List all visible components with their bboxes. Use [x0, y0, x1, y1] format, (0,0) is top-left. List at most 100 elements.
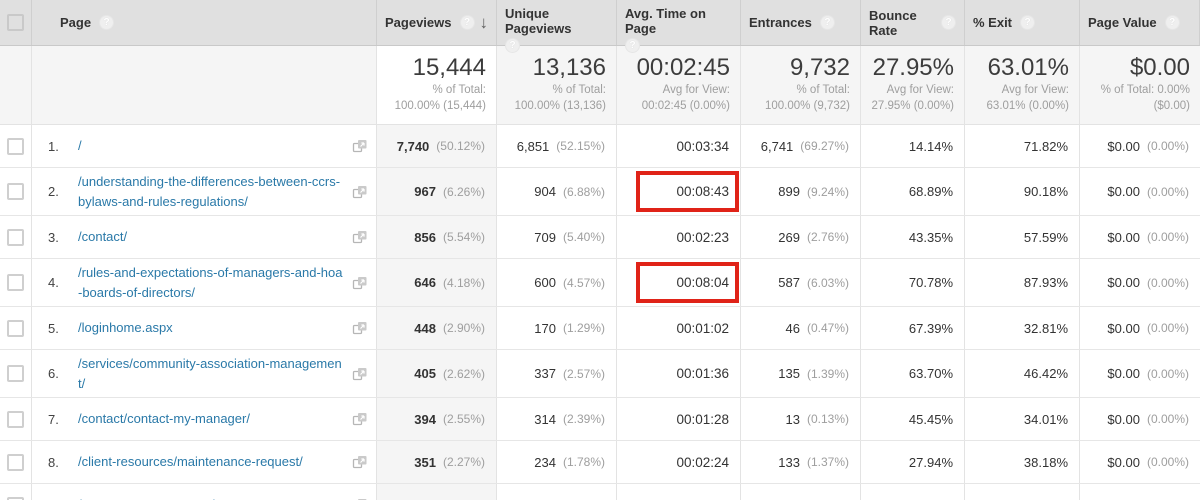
column-header-entrances[interactable]: Entrances ?: [741, 0, 861, 45]
open-in-new-icon[interactable]: [352, 138, 368, 154]
row-checkbox[interactable]: [7, 496, 24, 500]
help-icon[interactable]: ?: [99, 15, 115, 30]
unique-pageviews-cell: 314 (2.39%): [497, 398, 617, 440]
pageviews-percent: (6.26%): [442, 184, 485, 199]
row-checkbox[interactable]: [7, 365, 24, 382]
entrances-cell: 46 (0.47%): [741, 307, 861, 349]
pageviews-percent: (4.18%): [442, 275, 485, 290]
column-header-page[interactable]: Page ?: [32, 0, 377, 45]
avg-time-cell: 00:02:00: [617, 484, 741, 500]
row-checkbox[interactable]: [7, 137, 24, 155]
open-in-new-icon[interactable]: [352, 454, 368, 470]
help-icon[interactable]: ?: [819, 15, 835, 30]
page-link[interactable]: /contact-customer-care/: [78, 495, 346, 500]
page-cell: 9./contact-customer-care/: [32, 484, 377, 500]
table-row: 5. /loginhome.aspx 448 (2.90%) 170 (1.29%) 00:…: [0, 307, 1200, 350]
entrances-cell: 133 (1.37%): [741, 441, 861, 483]
column-header-page-value[interactable]: Page Value ?: [1080, 0, 1200, 45]
open-in-new-icon[interactable]: [352, 366, 368, 382]
row-index: 8.: [48, 454, 59, 470]
column-header-percent-exit[interactable]: % Exit ?: [965, 0, 1080, 45]
page-value-value: $0.00: [1107, 366, 1140, 381]
open-in-new-icon[interactable]: [352, 229, 368, 245]
help-icon[interactable]: ?: [1020, 15, 1036, 30]
page-link[interactable]: /: [78, 138, 82, 154]
bounce-rate-value: 45.45%: [908, 411, 953, 427]
row-index: 1.: [48, 138, 59, 154]
row-index: 6.: [48, 366, 59, 381]
row-checkbox[interactable]: [7, 453, 24, 471]
page-value-value: $0.00: [1107, 411, 1140, 427]
pageviews-value: 243: [414, 498, 436, 500]
bounce-rate-cell: 45.45%: [861, 398, 965, 440]
total-subtext: % of Total:: [552, 84, 607, 96]
page-link[interactable]: /understanding-the-differences-between-c…: [78, 174, 341, 209]
help-icon[interactable]: ?: [941, 15, 956, 30]
column-header-avg-time[interactable]: Avg. Time on Page ?: [617, 0, 741, 53]
pageviews-value: 448: [414, 320, 436, 336]
percent-exit-cell: 46.42%: [965, 350, 1080, 397]
page-link[interactable]: /loginhome.aspx: [78, 320, 173, 336]
page-link[interactable]: /client-resources/maintenance-request/: [78, 454, 303, 470]
column-header-pageviews[interactable]: Pageviews ? ↓: [377, 0, 497, 45]
row-checkbox[interactable]: [7, 410, 24, 428]
select-all-checkbox[interactable]: [7, 14, 24, 31]
avg-time-value: 00:01:02: [676, 320, 729, 336]
help-icon[interactable]: ?: [625, 38, 640, 53]
column-label: Entrances: [749, 15, 812, 30]
select-all-cell: [0, 0, 32, 45]
total-subtext: Avg for View:: [886, 84, 954, 96]
unique-pageviews-value: 904: [534, 184, 556, 199]
help-icon[interactable]: ?: [505, 38, 520, 53]
open-in-new-icon[interactable]: [352, 275, 368, 291]
unique-pageviews-percent: (52.15%): [556, 139, 605, 153]
pageviews-cell: 448 (2.90%): [377, 307, 497, 349]
help-icon[interactable]: ?: [459, 15, 475, 30]
row-checkbox[interactable]: [7, 274, 24, 291]
page-link[interactable]: /rules-and-expectations-of-managers-and-…: [78, 265, 343, 300]
entrances-percent: (6.03%): [806, 275, 849, 290]
total-value: $0.00: [1129, 54, 1190, 81]
column-header-bounce-rate[interactable]: Bounce Rate ?: [861, 0, 965, 45]
total-subtext: 00:02:45 (0.00%): [641, 99, 730, 112]
percent-exit-cell: 42.80%: [965, 484, 1080, 500]
table-row: 6. /services/community-association-manage…: [0, 350, 1200, 398]
column-header-unique-pageviews[interactable]: Unique Pageviews ?: [497, 0, 617, 53]
row-checkbox-cell: [0, 350, 32, 397]
sort-desc-arrow-icon[interactable]: ↓: [479, 13, 489, 32]
row-checkbox[interactable]: [7, 183, 24, 200]
entrances-value: 6,741: [760, 138, 794, 154]
help-icon[interactable]: ?: [1164, 15, 1180, 30]
row-checkbox[interactable]: [7, 319, 24, 337]
pageviews-cell: 856 (5.54%): [377, 216, 497, 258]
percent-exit-value: 34.01%: [1023, 411, 1068, 427]
pageviews-cell: 7,740 (50.12%): [377, 125, 497, 167]
page-value-percent: (0.00%): [1146, 275, 1189, 290]
page-link[interactable]: /contact/: [78, 229, 128, 245]
page-cell: 2. /understanding-the-differences-between…: [32, 168, 377, 215]
page-link[interactable]: /contact/contact-my-manager/: [78, 411, 250, 427]
percent-exit-value: 87.93%: [1023, 275, 1068, 290]
entrances-percent: (69.27%): [800, 139, 849, 153]
row-checkbox-cell: [0, 259, 32, 306]
pageviews-percent: (1.57%): [443, 498, 485, 500]
total-subtext: 100.00% (15,444): [394, 99, 486, 112]
page-link[interactable]: /services/community-association-manageme…: [78, 356, 342, 391]
pageviews-cell: 394 (2.55%): [377, 398, 497, 440]
row-index: 5.: [48, 320, 59, 336]
page-value-value: $0.00: [1107, 229, 1140, 245]
unique-pageviews-value: 709: [534, 229, 556, 245]
page-value-percent: (0.00%): [1146, 412, 1189, 426]
entrances-cell: 587 (6.03%): [741, 259, 861, 306]
open-in-new-icon[interactable]: [352, 184, 368, 200]
unique-pageviews-cell: 6,851 (52.15%): [497, 125, 617, 167]
percent-exit-cell: 71.82%: [965, 125, 1080, 167]
pageviews-value: 394: [414, 411, 436, 427]
row-checkbox[interactable]: [7, 228, 24, 246]
page-cell: 7. /contact/contact-my-manager/: [32, 398, 377, 440]
open-in-new-icon[interactable]: [352, 411, 368, 427]
bounce-rate-value: 27.94%: [908, 454, 953, 470]
avg-time-cell: 00:08:04: [617, 259, 741, 306]
open-in-new-icon[interactable]: [352, 320, 368, 336]
total-subtext: 100.00% (9,732): [764, 99, 850, 112]
